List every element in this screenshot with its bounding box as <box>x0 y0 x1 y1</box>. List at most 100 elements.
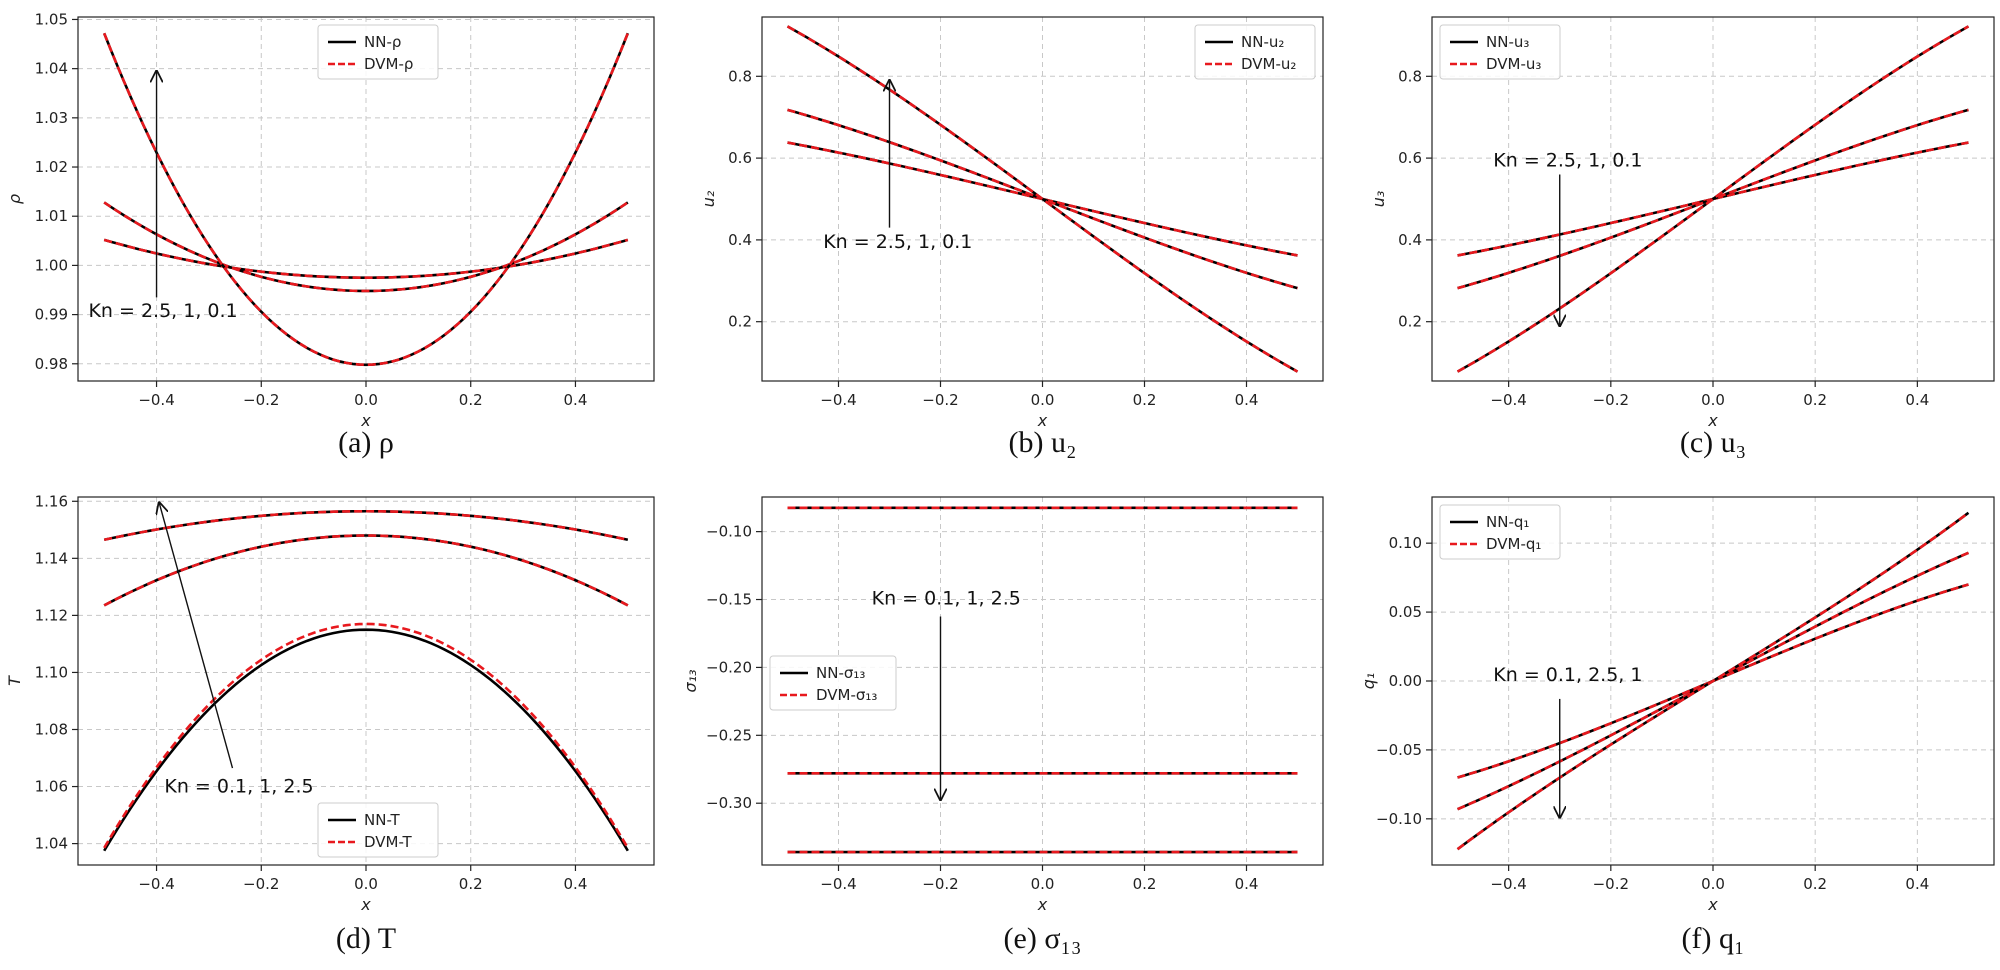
dvm-line-kn1 <box>103 534 629 607</box>
y-axis-label: u₂ <box>699 190 718 207</box>
legend-box <box>1194 24 1316 80</box>
y-tick-label: 1.08 <box>35 720 68 738</box>
annotation-text: Kn = 2.5, 1, 0.1 <box>823 231 972 253</box>
legend-box <box>317 24 439 80</box>
subplot-b: −0.4 −0.2 0.0 0.2 0.4 0.2 0.4 0.6 0.8 x u₂ Kn = 2.5… <box>699 16 1324 459</box>
y-tick-label: 0.98 <box>35 355 68 373</box>
y-tick-label: 0.4 <box>728 231 752 249</box>
series-group <box>786 25 1299 373</box>
x-tick-label: 0.2 <box>459 391 483 409</box>
y-axis-label: σ₁₃ <box>681 670 700 693</box>
nn-line-kn0.1 <box>102 32 630 367</box>
axes-frame <box>1431 16 1995 382</box>
x-tick-label: 0.0 <box>1031 391 1055 409</box>
y-tick-label: 0.2 <box>728 313 752 331</box>
y-tick-label: 1.04 <box>35 60 68 78</box>
x-tick-label: 0.4 <box>1235 875 1259 893</box>
y-tick-label: 1.14 <box>35 549 68 567</box>
x-tick-label: 0.4 <box>1905 391 1929 409</box>
x-tick-label: −0.4 <box>138 391 174 409</box>
dvm-line-kn0.1 <box>1457 583 1969 779</box>
x-tick-label: −0.4 <box>1490 875 1526 893</box>
x-tick-label: −0.2 <box>243 391 279 409</box>
y-tick-label: 0.2 <box>1398 313 1422 331</box>
y-tick-label: −0.10 <box>1376 810 1422 828</box>
subplot-c: −0.4 −0.2 0.0 0.2 0.4 0.2 0.4 0.6 0.8 x u₃ Kn = 2.5… <box>1369 16 1995 459</box>
x-tick-label: 0.0 <box>1031 875 1055 893</box>
x-tick-label: 0.0 <box>1701 875 1725 893</box>
grid <box>78 17 654 381</box>
y-tick-label: 1.03 <box>35 109 68 127</box>
y-axis-label: T <box>5 675 24 686</box>
x-tick-label: 0.2 <box>1133 875 1157 893</box>
y-tick-label: 1.06 <box>35 778 68 796</box>
x-tick-label: −0.4 <box>138 875 174 893</box>
x-axis-label: x <box>1707 411 1718 430</box>
legend-entry: NN-u₂ <box>1241 33 1284 51</box>
y-axis-label: q₁ <box>1359 673 1378 690</box>
legend-entry: DVM-u₃ <box>1486 55 1541 73</box>
x-axis-label: x <box>1037 895 1048 914</box>
annotation-text: Kn = 2.5, 1, 0.1 <box>88 300 237 322</box>
subplot-caption: (b) u₂ <box>1009 426 1077 459</box>
y-tick-label: −0.20 <box>706 658 752 676</box>
dvm-line-kn1 <box>103 201 629 293</box>
x-tick-label: −0.4 <box>820 875 856 893</box>
series-group <box>787 506 1298 854</box>
x-axis-label: x <box>1707 895 1718 914</box>
x-tick-label: 0.2 <box>1803 875 1827 893</box>
subplot-caption: (a) ρ <box>338 426 394 459</box>
subplot-e: −0.4 −0.2 0.0 0.2 0.4 −0.10 −0.15 −0.20 −0.25 −0.… <box>681 496 1324 955</box>
y-tick-label: 1.05 <box>35 10 68 28</box>
axes-frame <box>761 496 1324 866</box>
subplot-d: −0.4 −0.2 0.0 0.2 0.4 1.04 1.06 1.08 1.10 1.12 1.1… <box>5 492 655 955</box>
x-tick-label: −0.4 <box>820 391 856 409</box>
x-tick-label: 0.2 <box>459 875 483 893</box>
subplot-caption: (f) q₁ <box>1682 922 1745 955</box>
legend: NN-q₁ DVM-q₁ <box>1439 504 1561 560</box>
dvm-line-kn0.1 <box>786 25 1299 373</box>
subplot-a: −0.4 −0.2 0.0 0.2 0.4 0.98 0.99 1.00 1.01 1.02 1.0… <box>5 10 655 459</box>
y-tick-label: −0.10 <box>706 523 752 541</box>
y-tick-label: 0.99 <box>35 306 68 324</box>
y-tick-label: 0.8 <box>1398 67 1422 85</box>
dvm-line-kn1 <box>1456 511 1970 851</box>
x-tick-label: 0.4 <box>564 391 588 409</box>
subplot-caption: (c) u₃ <box>1680 426 1746 459</box>
dvm-line-kn2.5 <box>103 509 629 542</box>
x-axis-label: x <box>360 411 371 430</box>
legend-entry: NN-u₃ <box>1486 33 1529 51</box>
series-group <box>103 509 629 852</box>
x-tick-label: −0.2 <box>922 875 958 893</box>
legend: NN-ρ DVM-ρ <box>317 24 439 80</box>
y-tick-label: 1.04 <box>35 835 68 853</box>
y-tick-label: −0.30 <box>706 794 752 812</box>
y-axis-label: ρ <box>5 194 24 204</box>
legend-entry: DVM-u₂ <box>1241 55 1296 73</box>
x-tick-label: 0.2 <box>1803 391 1827 409</box>
y-tick-label: −0.25 <box>706 726 752 744</box>
legend: NN-u₃ DVM-u₃ <box>1439 24 1561 80</box>
x-tick-label: 0.0 <box>1701 391 1725 409</box>
legend-entry: NN-q₁ <box>1486 513 1529 531</box>
series-group <box>1456 25 1970 373</box>
y-tick-label: −0.05 <box>1376 741 1422 759</box>
x-tick-label: −0.2 <box>1593 391 1629 409</box>
y-tick-label: 1.01 <box>35 207 68 225</box>
legend-box <box>1439 504 1561 560</box>
x-tick-label: −0.2 <box>922 391 958 409</box>
nn-line-kn0.1 <box>103 628 629 852</box>
y-tick-label: 1.00 <box>35 256 68 274</box>
x-axis-label: x <box>360 895 371 914</box>
legend: NN-u₂ DVM-u₂ <box>1194 24 1316 80</box>
series-group <box>1456 511 1970 851</box>
legend-box <box>769 655 897 711</box>
dvm-line-kn2.5 <box>1457 141 1969 257</box>
x-tick-label: 0.4 <box>1905 875 1929 893</box>
legend-box <box>1439 24 1561 80</box>
x-tick-label: 0.2 <box>1133 391 1157 409</box>
legend-entry: DVM-q₁ <box>1486 535 1541 553</box>
x-tick-label: −0.2 <box>243 875 279 893</box>
y-tick-label: 1.10 <box>35 663 68 681</box>
legend-entry: DVM-σ₁₃ <box>816 686 877 704</box>
